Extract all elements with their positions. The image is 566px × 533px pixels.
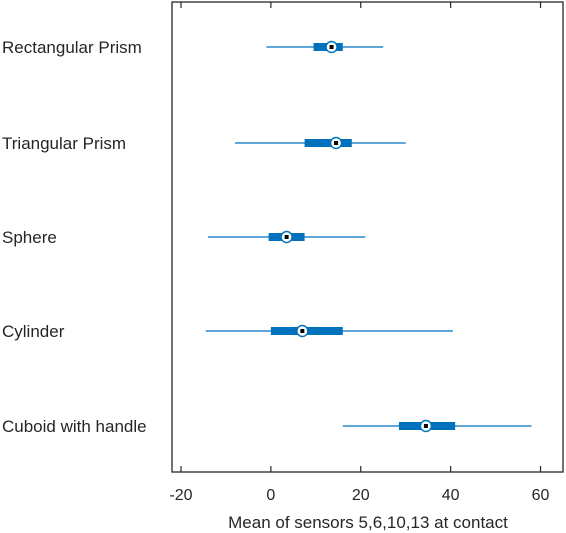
x-tick-labels: -20 0 20 40 60 [169, 487, 549, 504]
median-center [300, 329, 305, 333]
x-tick-label: -20 [169, 487, 192, 504]
median-center [284, 235, 289, 239]
box-group [234, 136, 406, 150]
category-label: Sphere [2, 228, 57, 247]
category-label: Cuboid with handle [2, 417, 147, 436]
category-label: Rectangular Prism [2, 38, 142, 57]
x-tick-label: 60 [532, 487, 550, 504]
median-center [423, 424, 428, 428]
category-label: Triangular Prism [2, 134, 126, 153]
x-tick-label: 40 [442, 487, 460, 504]
x-tick-label: 0 [266, 487, 275, 504]
box-group [207, 230, 366, 244]
x-axis-title: Mean of sensors 5,6,10,13 at contact [228, 513, 508, 532]
median-center [334, 141, 339, 145]
box-group [342, 419, 532, 433]
median-center [329, 45, 334, 49]
plot-marks [171, 1, 564, 473]
box-group [266, 40, 384, 54]
category-labels: Rectangular Prism Triangular Prism Sphere C… [2, 38, 147, 436]
iqr-box [304, 139, 352, 147]
plot-frame [171, 1, 564, 473]
x-tick-label: 20 [352, 487, 370, 504]
category-label: Cylinder [2, 322, 65, 341]
box-group [205, 324, 453, 338]
